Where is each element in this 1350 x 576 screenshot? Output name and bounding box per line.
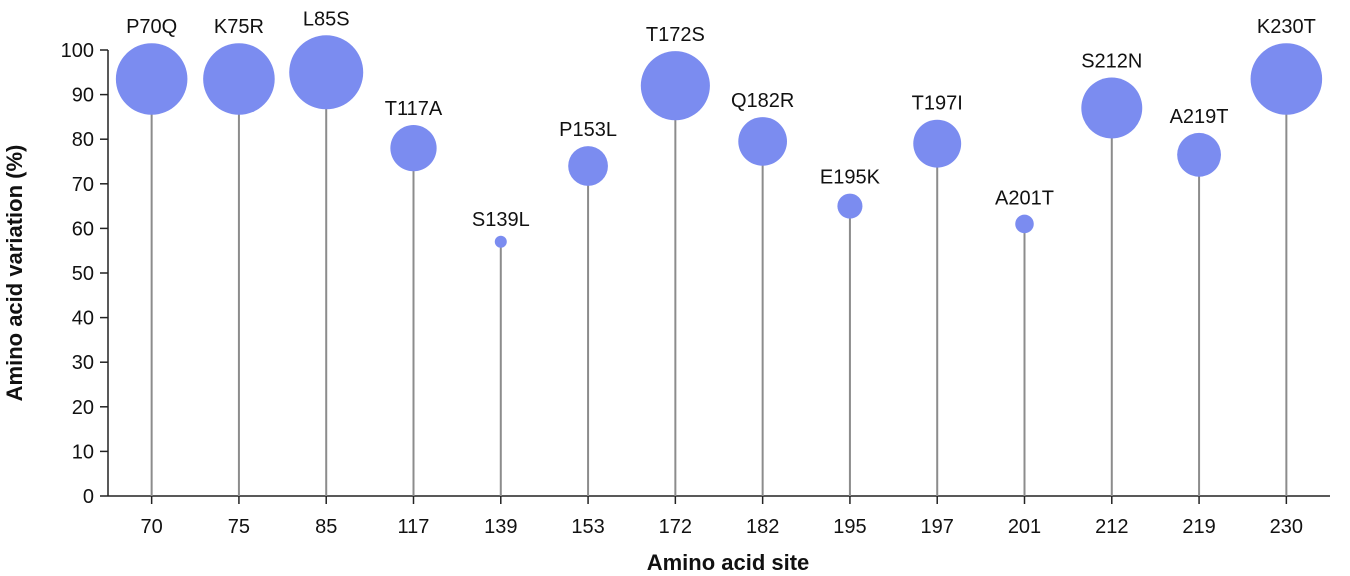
x-tick-label: 201: [1008, 516, 1041, 538]
y-tick-label: 0: [83, 486, 94, 508]
data-bubble: [568, 146, 608, 186]
y-tick-label: 60: [72, 218, 94, 240]
y-tick-label: 100: [61, 40, 94, 62]
x-tick-label: 75: [228, 516, 250, 538]
x-tick-label: 85: [315, 516, 337, 538]
mutation-label: A219T: [1170, 106, 1229, 128]
bubbles: [115, 35, 1323, 248]
stems: [150, 72, 1288, 496]
data-bubble: [494, 235, 507, 248]
data-bubble: [738, 117, 787, 166]
x-tick-label: 153: [571, 516, 604, 538]
data-bubble: [1081, 77, 1143, 139]
data-bubble: [913, 119, 962, 168]
y-tick-label: 20: [72, 397, 94, 419]
data-bubble: [289, 35, 364, 110]
mutation-label: P153L: [559, 119, 617, 141]
mutation-label: Q182R: [731, 90, 794, 112]
x-tick-label: 212: [1095, 516, 1128, 538]
y-tick-label: 70: [72, 174, 94, 196]
y-axis-title: Amino acid variation (%): [2, 145, 27, 402]
data-bubble: [1250, 43, 1323, 115]
mutation-label: P70Q: [126, 16, 177, 38]
y-tick-label: 30: [72, 352, 94, 374]
x-tick-label: 117: [398, 516, 430, 538]
data-bubble: [1177, 132, 1221, 177]
mutation-label: E195K: [820, 167, 881, 189]
x-axis: 70 75 85 117 139 153 172 182 195 197 201 212 219 230: [108, 495, 1330, 538]
mutation-label: T197I: [912, 93, 963, 115]
mutation-label: A201T: [995, 188, 1054, 210]
data-bubble: [203, 43, 275, 115]
data-bubble: [1015, 214, 1034, 234]
data-bubble: [640, 51, 710, 121]
x-tick-label: 195: [833, 516, 866, 538]
mutation-label: K230T: [1257, 16, 1316, 38]
y-tick-label: 80: [72, 129, 94, 151]
x-tick-label: 219: [1182, 516, 1215, 538]
y-tick-label: 50: [72, 263, 94, 285]
x-tick-label: 70: [141, 516, 163, 538]
y-tick-label: 40: [72, 308, 94, 330]
y-tick-label: 10: [72, 441, 94, 463]
mutation-label: S212N: [1081, 51, 1142, 73]
x-axis-title: Amino acid site: [647, 550, 810, 575]
mutation-label: S139L: [472, 209, 530, 231]
y-tick-label: 90: [72, 85, 94, 107]
x-tick-label: 139: [484, 516, 517, 538]
y-axis: 0 10 20 30 40 50 60 70 80 90 100: [61, 40, 109, 508]
x-tick-label: 182: [746, 516, 779, 538]
mutation-label: T172S: [646, 24, 705, 46]
x-tick-label: 230: [1270, 516, 1303, 538]
x-tick-label: 172: [659, 516, 692, 538]
data-bubble: [837, 193, 863, 219]
x-tick-label: 197: [921, 516, 954, 538]
mutation-label: T117A: [385, 98, 443, 120]
data-bubble: [115, 43, 188, 115]
data-bubble: [390, 124, 437, 172]
mutation-label: L85S: [303, 8, 350, 30]
mutation-labels: P70Q K75R L85S T117A S139L P153L T172S Q182R E19…: [126, 8, 1316, 230]
mutation-label: K75R: [214, 16, 264, 38]
